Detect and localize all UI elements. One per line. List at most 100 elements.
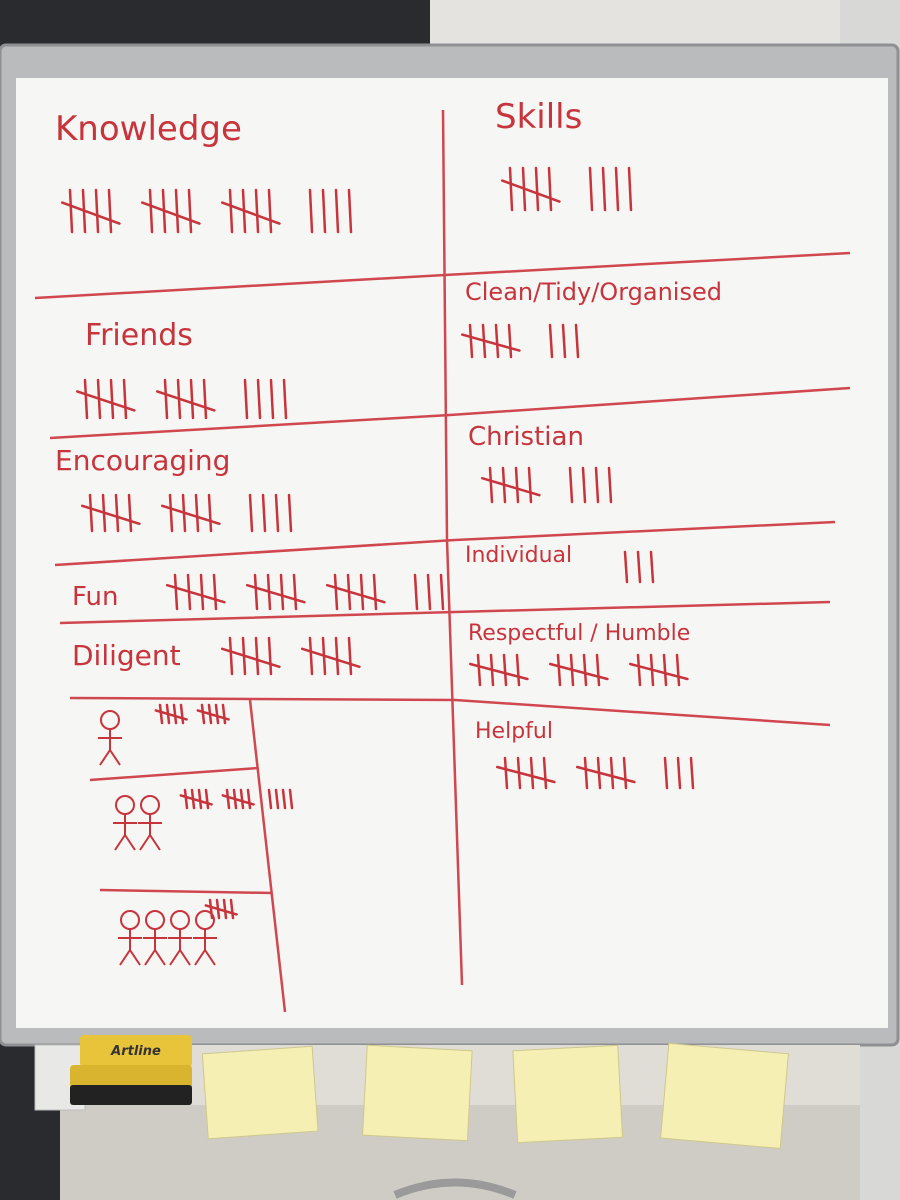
divider [99, 888, 273, 895]
divider [89, 766, 259, 782]
divider [49, 386, 851, 440]
tally-stroke [207, 493, 213, 533]
sticky-stack [201, 1045, 319, 1140]
tally-stroke [514, 466, 520, 504]
tally-stroke [114, 493, 120, 533]
tally-stroke [228, 636, 234, 676]
leg [149, 834, 161, 851]
tally-stroke [607, 466, 613, 504]
leg [124, 834, 136, 851]
tally-stroke [179, 703, 185, 725]
tally-stroke [502, 653, 508, 687]
tally [165, 573, 445, 611]
tally [460, 323, 580, 359]
tally-stroke [68, 188, 74, 234]
cell-label: Friends [85, 318, 193, 353]
tally-stroke [256, 378, 262, 420]
leg [144, 949, 156, 966]
cell-label: Knowledge [55, 109, 242, 149]
tally-strike [155, 390, 216, 412]
cell-label: Clean/Tidy/Organised [465, 278, 722, 306]
tally-strike [548, 662, 609, 681]
tally [75, 378, 288, 420]
tally-strike [165, 583, 226, 604]
tally-stroke [623, 550, 629, 584]
tally-stroke [542, 756, 548, 790]
cell-label: Respectful / Humble [468, 621, 690, 646]
tally-stroke [372, 573, 378, 611]
tally-stroke [334, 636, 340, 676]
tally-stroke [183, 788, 189, 810]
tally-stroke [413, 573, 419, 611]
tally-stroke [267, 636, 273, 676]
tally-stroke [614, 166, 620, 212]
tally-stroke [321, 188, 327, 234]
tally-stroke [529, 756, 535, 790]
tally-stroke [239, 788, 245, 810]
tally-stroke [222, 898, 228, 920]
tally-stroke [622, 756, 628, 790]
tally-strike [179, 794, 213, 806]
tally-stroke [334, 188, 340, 234]
tally-stroke [561, 323, 567, 359]
divider [59, 600, 831, 625]
tally-stroke [269, 378, 275, 420]
tally-strike [300, 647, 361, 669]
board-surface [16, 78, 888, 1028]
eraser-label: Artline [110, 1044, 161, 1059]
tally-strike [575, 765, 636, 784]
tally-stroke [534, 166, 540, 212]
tally-strike [468, 662, 529, 681]
tally-stroke [308, 188, 314, 234]
tally-strike [60, 201, 121, 225]
tally-stroke [582, 653, 588, 687]
tally-stroke [515, 653, 521, 687]
tally-stroke [556, 653, 562, 687]
tally-strike [500, 179, 561, 203]
leg [139, 834, 151, 851]
tally-stroke [281, 788, 287, 810]
board-lines [34, 109, 851, 1013]
sticky-notes [201, 1042, 789, 1150]
leg [179, 949, 191, 966]
tally-stroke [168, 493, 174, 533]
leg [129, 949, 141, 966]
tally-stroke [212, 573, 218, 611]
tally-stroke [359, 573, 365, 611]
tally [80, 493, 293, 533]
tally-stroke [588, 166, 594, 212]
divider [69, 696, 831, 727]
tally-stroke [508, 166, 514, 212]
tally-strike [220, 647, 281, 669]
tally-stroke [163, 378, 169, 420]
tally-stroke [636, 550, 642, 584]
stick-figures [98, 710, 122, 766]
tally-strike [325, 583, 386, 604]
leg [194, 949, 206, 966]
tally-strike [154, 709, 188, 721]
tally-stroke [189, 378, 195, 420]
tally-stroke [274, 493, 280, 533]
tally-stroke [292, 573, 298, 611]
tally-stroke [333, 573, 339, 611]
tally-stroke [274, 788, 280, 810]
tally-stroke [174, 188, 180, 234]
tally-stroke [122, 378, 128, 420]
tally-stroke [287, 493, 293, 533]
leg [109, 749, 121, 766]
tally-stroke [94, 188, 100, 234]
leg [154, 949, 166, 966]
tally-stroke [476, 653, 482, 687]
tally [154, 703, 230, 725]
tally [500, 166, 633, 212]
tally-strike [140, 201, 201, 225]
tally-stroke [127, 493, 133, 533]
cell-label: Individual [465, 543, 572, 568]
tally-stroke [83, 378, 89, 420]
tally-stroke [261, 493, 267, 533]
leg [114, 834, 126, 851]
tally [179, 788, 294, 810]
tally [468, 653, 689, 687]
cell-label: Skills [495, 97, 582, 137]
